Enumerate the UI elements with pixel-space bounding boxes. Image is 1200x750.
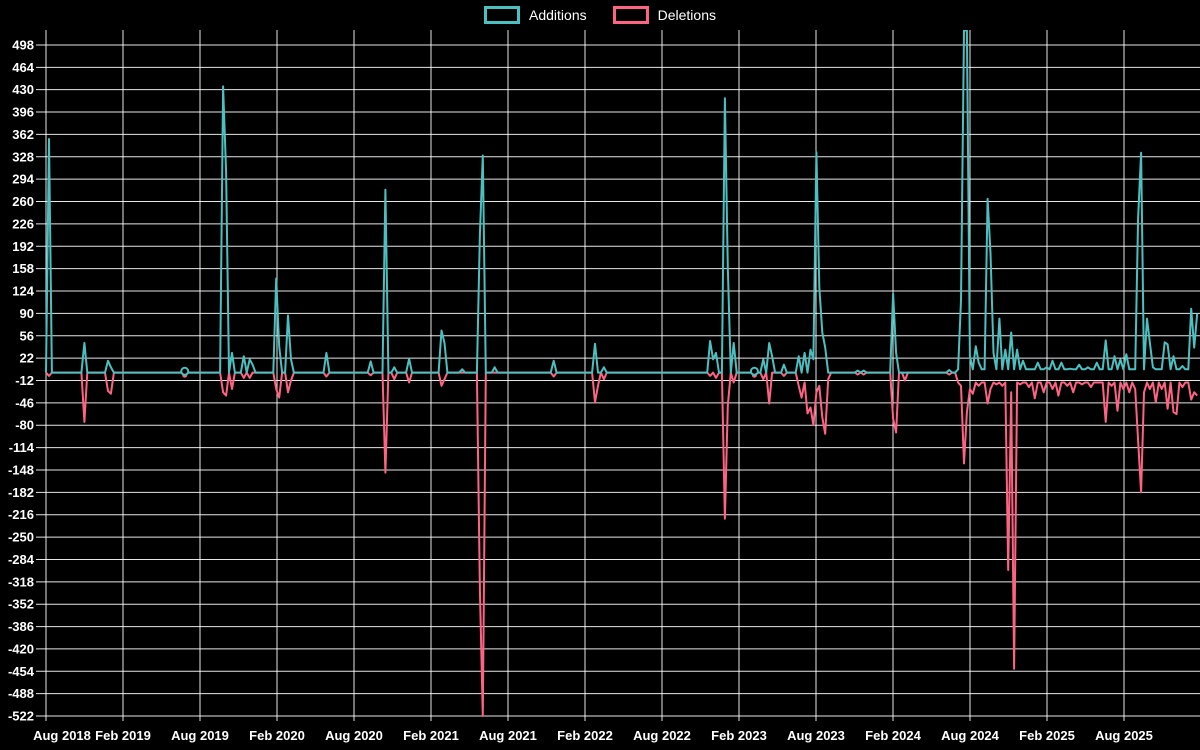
svg-text:-318: -318 xyxy=(8,574,34,589)
svg-text:260: 260 xyxy=(12,194,34,209)
deletions-line xyxy=(45,371,1198,717)
deletions-swatch-icon xyxy=(612,6,649,24)
svg-text:Feb 2022: Feb 2022 xyxy=(557,728,613,743)
svg-text:22: 22 xyxy=(20,351,34,366)
svg-text:-284: -284 xyxy=(8,552,35,567)
svg-text:226: 226 xyxy=(12,216,34,231)
svg-text:-488: -488 xyxy=(8,686,34,701)
svg-text:-352: -352 xyxy=(8,597,34,612)
chart-legend: Additions Deletions xyxy=(0,6,1200,24)
svg-text:-522: -522 xyxy=(8,709,34,724)
svg-text:-386: -386 xyxy=(8,619,34,634)
svg-text:Feb 2019: Feb 2019 xyxy=(95,728,151,743)
svg-text:Aug 2020: Aug 2020 xyxy=(325,728,383,743)
svg-text:Feb 2025: Feb 2025 xyxy=(1019,728,1075,743)
svg-text:90: 90 xyxy=(20,306,34,321)
svg-text:-80: -80 xyxy=(15,418,34,433)
svg-text:294: 294 xyxy=(12,172,34,187)
legend-item-additions[interactable]: Additions xyxy=(484,6,587,24)
svg-text:Aug 2018: Aug 2018 xyxy=(33,728,91,743)
svg-text:Feb 2024: Feb 2024 xyxy=(865,728,921,743)
svg-text:498: 498 xyxy=(12,37,34,52)
svg-text:56: 56 xyxy=(20,328,34,343)
svg-text:328: 328 xyxy=(12,149,34,164)
svg-text:Feb 2021: Feb 2021 xyxy=(403,728,459,743)
svg-text:Aug 2022: Aug 2022 xyxy=(633,728,691,743)
svg-text:-250: -250 xyxy=(8,530,34,545)
deletions-legend-label: Deletions xyxy=(657,7,716,23)
svg-text:-216: -216 xyxy=(8,507,34,522)
svg-text:396: 396 xyxy=(12,105,34,120)
legend-item-deletions[interactable]: Deletions xyxy=(612,6,716,24)
y-axis-ticks: 498 464 430 396 362 328 294 260 226 192 158 124 90 56… xyxy=(8,37,1200,724)
svg-text:Aug 2019: Aug 2019 xyxy=(171,728,229,743)
svg-text:158: 158 xyxy=(12,261,34,276)
svg-text:Aug 2021: Aug 2021 xyxy=(479,728,537,743)
svg-text:-12: -12 xyxy=(15,373,34,388)
svg-text:-114: -114 xyxy=(9,440,35,455)
svg-text:464: 464 xyxy=(12,60,34,75)
additions-line xyxy=(45,30,1199,374)
svg-text:-420: -420 xyxy=(8,641,34,656)
additions-swatch-icon xyxy=(484,6,521,24)
svg-text:192: 192 xyxy=(12,239,34,254)
svg-text:-454: -454 xyxy=(8,664,35,679)
svg-text:-46: -46 xyxy=(15,395,34,410)
additions-legend-label: Additions xyxy=(529,7,587,23)
svg-text:-182: -182 xyxy=(8,485,34,500)
svg-text:Feb 2023: Feb 2023 xyxy=(711,728,767,743)
svg-text:124: 124 xyxy=(12,284,34,299)
svg-text:362: 362 xyxy=(12,127,34,142)
svg-text:-148: -148 xyxy=(8,462,34,477)
svg-text:Aug 2025: Aug 2025 xyxy=(1095,728,1153,743)
svg-text:Aug 2023: Aug 2023 xyxy=(787,728,845,743)
isolated-point-markers xyxy=(180,366,759,378)
x-axis-ticks: Aug 2018 Feb 2019 Aug 2019 Feb 2020 Aug 2020… xyxy=(33,30,1153,743)
svg-text:430: 430 xyxy=(12,82,34,97)
svg-text:Aug 2024: Aug 2024 xyxy=(941,728,1000,743)
svg-text:Feb 2020: Feb 2020 xyxy=(249,728,305,743)
